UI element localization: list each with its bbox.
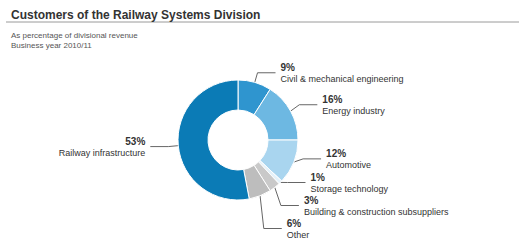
svg-text:6%: 6% xyxy=(287,218,302,229)
svg-text:53%: 53% xyxy=(125,136,145,147)
svg-text:Customers of the Railway Syste: Customers of the Railway Systems Divisio… xyxy=(11,8,260,22)
svg-text:Business year 2010/11: Business year 2010/11 xyxy=(11,41,92,50)
svg-text:Other: Other xyxy=(287,230,310,240)
svg-text:9%: 9% xyxy=(281,62,296,73)
svg-text:Energy industry: Energy industry xyxy=(322,106,385,116)
svg-text:Storage technology: Storage technology xyxy=(310,184,388,194)
svg-text:16%: 16% xyxy=(322,94,342,105)
svg-text:3%: 3% xyxy=(304,195,319,206)
svg-text:Civil & mechanical engineering: Civil & mechanical engineering xyxy=(281,74,404,84)
svg-text:Railway infrastructure: Railway infrastructure xyxy=(59,148,146,158)
svg-text:Automotive: Automotive xyxy=(326,160,371,170)
svg-text:1%: 1% xyxy=(310,172,325,183)
svg-text:Building & construction subsup: Building & construction subsuppliers xyxy=(304,207,449,217)
svg-text:As percentage of divisional re: As percentage of divisional revenue xyxy=(11,31,138,40)
svg-text:12%: 12% xyxy=(326,148,346,159)
